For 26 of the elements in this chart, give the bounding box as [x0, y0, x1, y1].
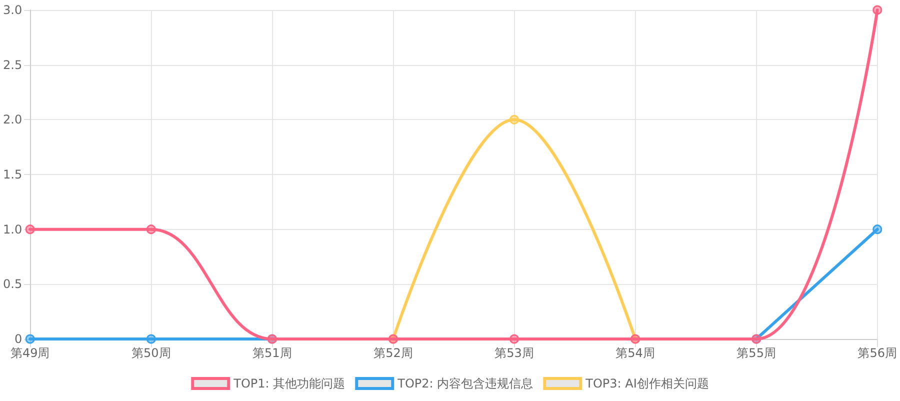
y-tick-label: 0	[14, 332, 22, 346]
legend-label: TOP2: 内容包含违规信息	[396, 376, 534, 390]
x-tick-label: 第52周	[374, 346, 413, 360]
x-tick-label: 第54周	[616, 346, 655, 360]
point	[146, 224, 156, 234]
x-tick-label: 第55周	[736, 346, 776, 360]
y-tick-label: 0.5	[2, 277, 22, 292]
point	[146, 334, 156, 344]
x-tick-label: 第56周	[858, 346, 898, 360]
point	[25, 334, 35, 344]
point	[25, 224, 35, 234]
y-tick-label: 3.0	[2, 3, 22, 17]
y-tick-label: 2.0	[2, 112, 22, 127]
y-tick-label: 1.0	[2, 222, 22, 236]
y-tick-label: 2.5	[2, 58, 22, 72]
x-tick-label: 第53周	[494, 346, 534, 360]
x-tick-label: 第51周	[252, 346, 292, 360]
point	[872, 224, 882, 234]
x-tick-label: 第50周	[131, 346, 171, 360]
legend-label: TOP3: AI创作相关问题	[584, 376, 709, 390]
y-tick-label: 1.5	[2, 168, 22, 182]
point	[872, 5, 882, 15]
point	[510, 334, 519, 344]
x-tick-label: 第49周	[10, 346, 50, 360]
legend-label: TOP1: 其他功能问题	[232, 376, 346, 390]
point	[510, 114, 519, 124]
